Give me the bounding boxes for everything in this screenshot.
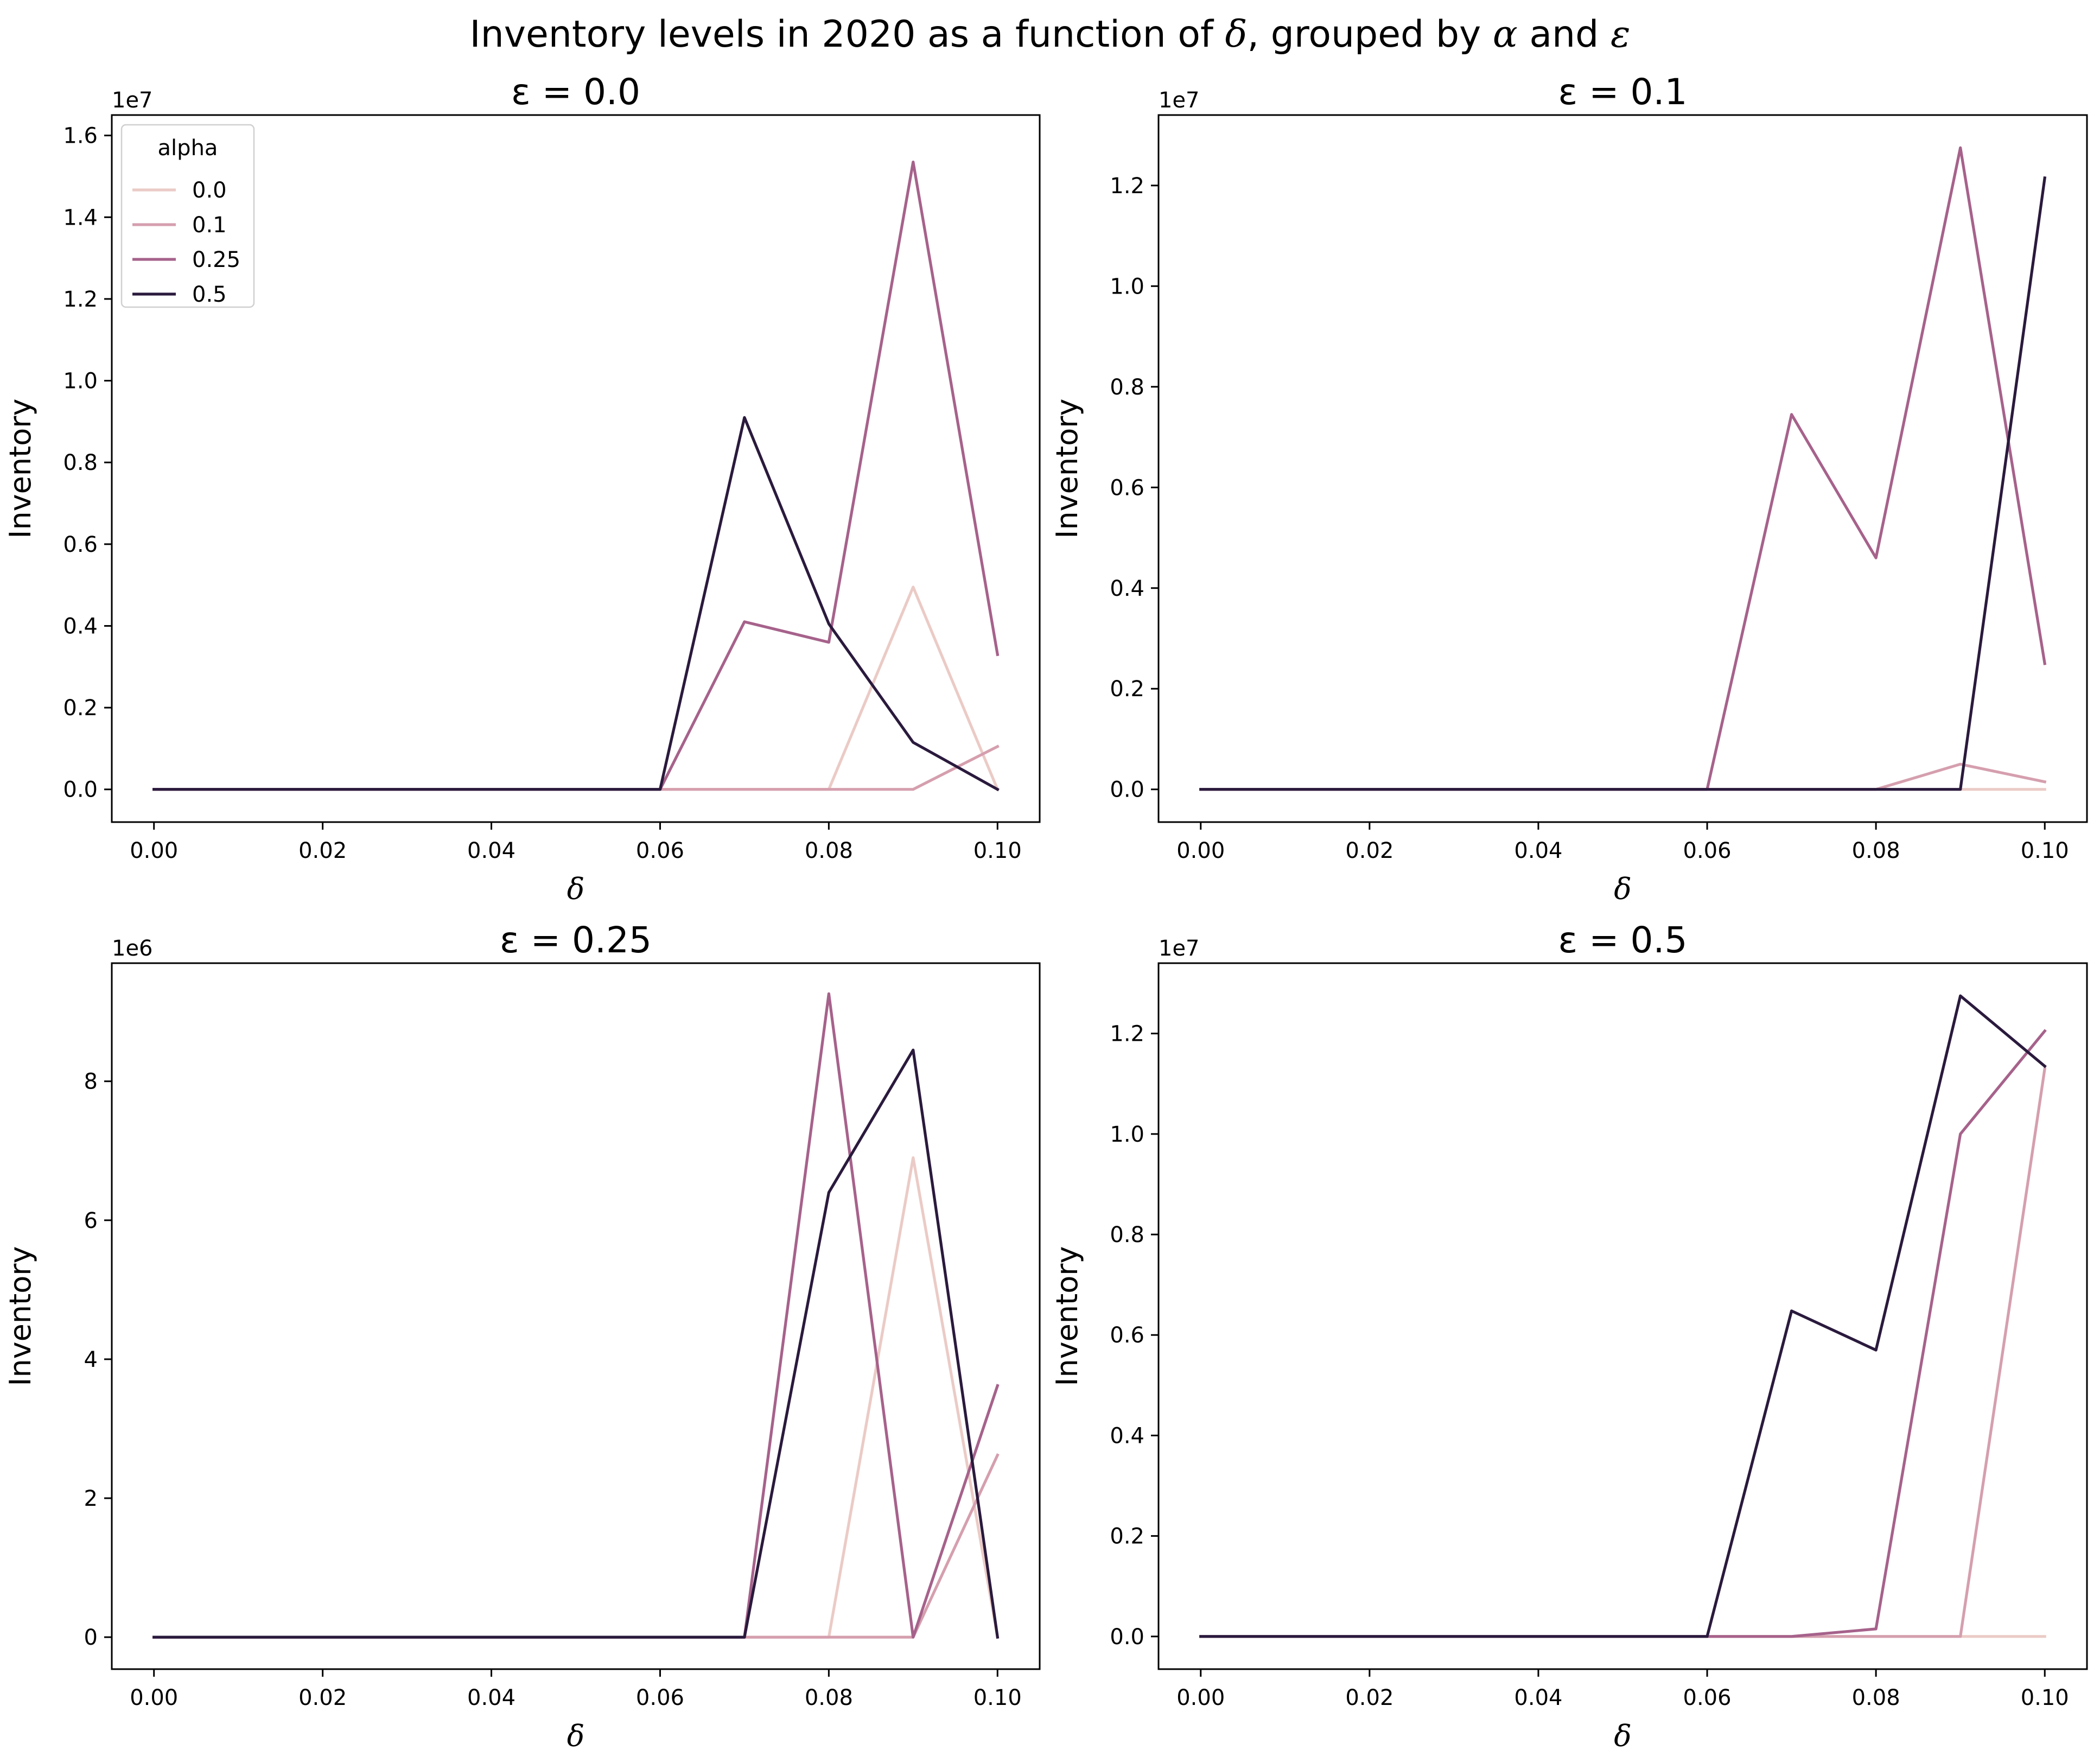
y-tick-label: 0.8 [1110, 375, 1144, 400]
y-offset-label: 1e7 [1159, 88, 1200, 113]
x-tick-label: 0.10 [973, 1685, 1022, 1710]
x-tick-label: 0.08 [1852, 838, 1900, 863]
y-tick-label: 8 [84, 1070, 98, 1094]
legend: alpha 0.0 0.1 0.25 0.5 [120, 124, 255, 308]
y-tick-label: 0.4 [1110, 576, 1144, 601]
x-axis-label: δ [567, 872, 585, 906]
y-axis-label: Inventory [1050, 399, 1084, 539]
y-offset-label: 1e7 [112, 88, 153, 113]
y-tick-label: 1.0 [1110, 1122, 1144, 1147]
series-group [152, 161, 1000, 792]
y-tick-label: 0.8 [63, 450, 98, 475]
y-tick-label: 1.2 [1110, 1022, 1144, 1047]
x-tick-label: 0.08 [805, 838, 853, 863]
x-tick-label: 0.08 [1852, 1685, 1900, 1710]
x-axis-label: δ [1614, 1719, 1632, 1753]
y-axis-label: Inventory [1050, 1246, 1084, 1386]
legend-entry-label: 0.5 [192, 282, 227, 307]
y-tick-label: 0.2 [1110, 677, 1144, 702]
y-tick-label: 0.2 [63, 696, 98, 721]
y-tick-label: 0.6 [1110, 475, 1144, 500]
x-tick-label: 0.10 [973, 838, 1022, 863]
x-tick-label: 0.02 [1345, 1685, 1393, 1710]
x-axis-label: δ [1614, 872, 1632, 906]
x-tick-label: 0.06 [1683, 1685, 1732, 1710]
series-group [152, 992, 1000, 1639]
y-tick-label: 1.0 [63, 369, 98, 394]
series-group [1199, 146, 2047, 791]
axes-frame [1157, 962, 2088, 1670]
panel-1: 0.00 0.02 0.04 0.06 0.08 0.10 0.0 0.2 0.4 0.6 0.8 1… [1050, 71, 2088, 906]
x-axis-label: δ [567, 1719, 585, 1753]
x-tick-label: 0.10 [2021, 1685, 2069, 1710]
axes-frame [111, 114, 1041, 823]
figure-title: Inventory levels in 2020 as a function o… [470, 13, 1631, 56]
panel-title: ε = 0.0 [511, 71, 640, 113]
y-tick-label: 0.0 [63, 778, 98, 803]
y-tick-label: 0.4 [63, 614, 98, 639]
x-tick-label: 0.00 [130, 838, 178, 863]
x-tick-label: 0.04 [467, 1685, 516, 1710]
y-axis-label: Inventory [3, 399, 37, 539]
y-tick-label: 6 [84, 1208, 98, 1233]
x-tick-label: 0.06 [636, 838, 684, 863]
panel-3: 0.00 0.02 0.04 0.06 0.08 0.10 0.0 0.2 0.4 0.6 0.8 1… [1050, 919, 2088, 1753]
legend-box [120, 124, 255, 308]
x-tick-label: 0.02 [1345, 838, 1393, 863]
panel-title: ε = 0.5 [1558, 919, 1688, 961]
panel-0: 0.00 0.02 0.04 0.06 0.08 0.10 0.0 0.2 0.4 0.6 0.8 1… [3, 71, 1041, 906]
panel-title: ε = 0.1 [1558, 71, 1688, 113]
x-tick-label: 0.00 [130, 1685, 178, 1710]
x-tick-label: 0.00 [1176, 1685, 1225, 1710]
y-tick-label: 0.8 [1110, 1223, 1144, 1248]
x-tick-label: 0.10 [2021, 838, 2069, 863]
y-tick-label: 1.0 [1110, 274, 1144, 299]
series-line-alpha-0.5 [152, 1048, 1000, 1639]
y-offset-label: 1e6 [112, 936, 153, 961]
y-axis-label: Inventory [3, 1246, 37, 1386]
x-tick-label: 0.02 [298, 1685, 347, 1710]
legend-entry-label: 0.25 [192, 247, 240, 272]
series-group [1199, 994, 2047, 1638]
y-tick-label: 0.0 [1110, 1625, 1144, 1650]
y-tick-label: 2 [84, 1486, 98, 1511]
series-line-alpha-0.5 [152, 416, 1000, 792]
panel-title: ε = 0.25 [500, 919, 652, 961]
axes-frame [1157, 114, 2088, 823]
series-line-alpha-0.5 [1199, 994, 2047, 1638]
y-tick-label: 4 [84, 1347, 98, 1372]
x-tick-label: 0.08 [805, 1685, 853, 1710]
y-tick-label: 1.4 [63, 205, 98, 230]
legend-entry-label: 0.0 [192, 178, 227, 203]
x-tick-label: 0.02 [298, 838, 347, 863]
x-tick-label: 0.04 [467, 838, 516, 863]
y-tick-label: 1.2 [63, 287, 98, 312]
legend-entry-label: 0.1 [192, 213, 227, 238]
legend-title: alpha [158, 136, 218, 161]
panels: 0.00 0.02 0.04 0.06 0.08 0.100.00.20.40.60.81… [3, 71, 2088, 1753]
y-offset-label: 1e7 [1159, 936, 1200, 961]
panel-2: 0.00 0.02 0.04 0.06 0.08 0.10 0 2 4 6 8 1e6 ε = 0.25… [3, 919, 1041, 1753]
y-tick-label: 0.4 [1110, 1423, 1144, 1448]
y-tick-label: 0.0 [1110, 778, 1144, 803]
axes-frame [111, 962, 1041, 1670]
x-tick-label: 0.04 [1514, 838, 1562, 863]
series-line-alpha-0.5 [1199, 176, 2047, 791]
y-tick-label: 1.2 [1110, 174, 1144, 199]
y-tick-label: 0 [84, 1625, 98, 1650]
x-tick-label: 0.00 [1176, 838, 1225, 863]
y-tick-label: 0.6 [1110, 1323, 1144, 1348]
y-tick-label: 1.6 [63, 124, 98, 149]
y-tick-label: 0.2 [1110, 1524, 1144, 1549]
x-tick-label: 0.06 [636, 1685, 684, 1710]
x-tick-label: 0.06 [1683, 838, 1732, 863]
x-tick-label: 0.04 [1514, 1685, 1562, 1710]
y-tick-label: 0.6 [63, 532, 98, 557]
